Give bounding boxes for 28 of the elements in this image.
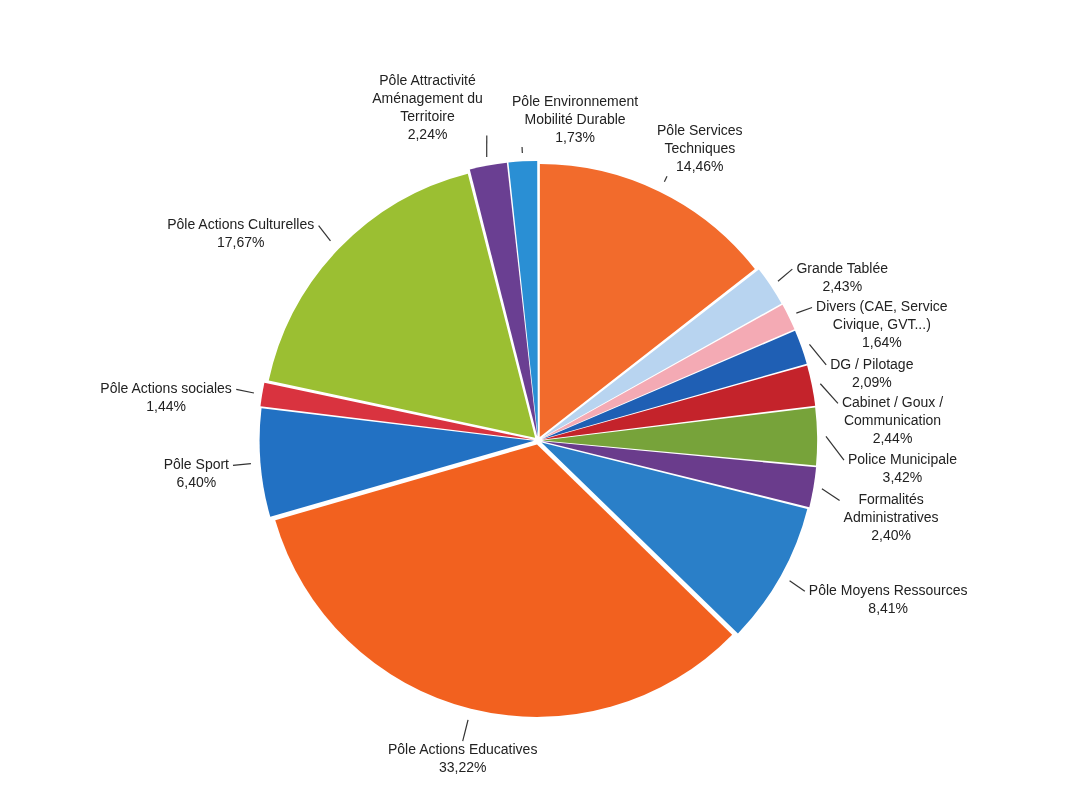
slice-label: Pôle Actions sociales [100,380,232,397]
slice-label: DG / Pilotage [830,355,914,372]
data-label: 33,22% [438,759,487,776]
data-label: 1,73% [555,128,595,145]
data-label: 2,44% [872,430,913,447]
data-label: 14,46% [676,158,724,175]
slice-label: Pôle Sport [163,456,230,473]
slice-label: Pôle Actions Culturelles [167,216,315,233]
data-label: 8,41% [868,600,909,617]
slice-label: Pôle Moyens Ressources [808,582,968,599]
slice-label: Cabinet / Goux / Communication [841,394,944,429]
slice-label: Formalités Administratives [843,491,939,526]
data-label: 3,42% [882,468,923,485]
data-label: 6,40% [176,474,217,491]
slice-label: Police Municipale [847,450,958,467]
data-label: 17,67% [216,234,265,251]
slice-label: Pôle Attractivité Aménagement du Territoire [372,72,483,125]
data-label: 2,24% [407,126,448,143]
slice-label: Pôle Services Techniques [657,122,743,157]
data-label: 2,09% [851,373,892,390]
slice-label: Pôle Actions Educatives [387,741,538,758]
slice-label: Pôle Environnement Mobilité Durable [512,92,639,127]
slice-label: Divers (CAE, Service Civique, GVT...) [816,298,948,333]
data-label: 2,43% [822,277,863,294]
data-label: 1,64% [861,334,902,351]
data-label: 1,44% [146,398,186,415]
slice-label: Grande Tablée [796,259,889,276]
data-label: 2,40% [871,527,911,544]
